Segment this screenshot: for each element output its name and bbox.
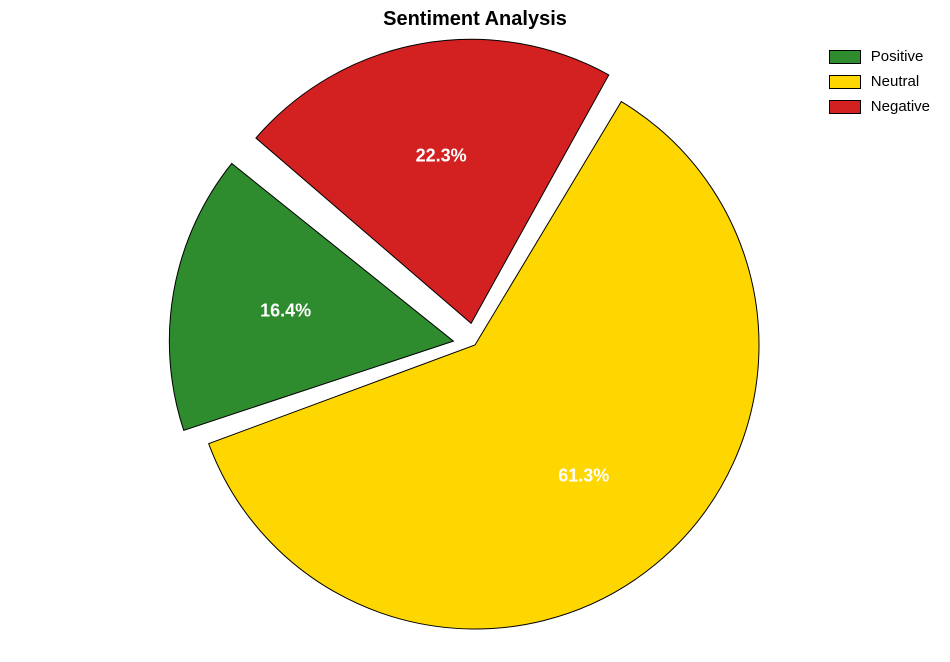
legend-swatch-positive [829,50,861,64]
legend-swatch-neutral [829,75,861,89]
slice-label-negative: 22.3% [416,145,467,166]
legend-item-negative: Negative [829,98,930,115]
legend-label-positive: Positive [871,48,924,65]
pie-chart [0,0,950,662]
legend-label-negative: Negative [871,98,930,115]
legend: Positive Neutral Negative [829,48,930,123]
slice-label-positive: 16.4% [260,300,311,321]
slice-label-neutral: 61.3% [558,466,609,487]
legend-label-neutral: Neutral [871,73,919,90]
legend-item-positive: Positive [829,48,930,65]
legend-item-neutral: Neutral [829,73,930,90]
legend-swatch-negative [829,100,861,114]
